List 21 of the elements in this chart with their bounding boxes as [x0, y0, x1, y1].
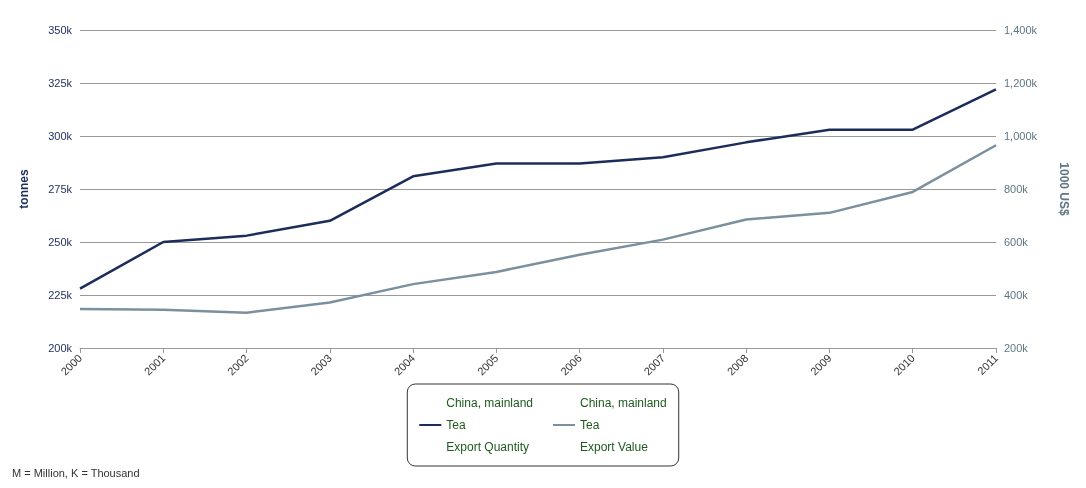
y-tick-label: 325k [48, 77, 73, 89]
y2-tick-label: 800k [1004, 183, 1029, 195]
y2-tick-label: 1,000k [1004, 130, 1038, 142]
y-axis-title: tonnes [17, 169, 31, 209]
y-tick-label: 200k [48, 342, 73, 354]
y2-axis-title: 1000 US$ [1057, 162, 1071, 217]
y-tick-label: 350k [48, 24, 73, 36]
y2-tick-label: 400k [1004, 289, 1029, 301]
line-series [78, 144, 998, 315]
text: M = Million, K = Thousand [12, 466, 140, 479]
y2-tick-label: 200k [1004, 342, 1029, 354]
y2-tick-label: 1,200k [1004, 77, 1038, 89]
y-tick-label: 275k [48, 183, 73, 195]
y-tick-label: 300k [48, 130, 73, 142]
y2-tick-label: 600k [1004, 236, 1029, 248]
y2-tick-label: 1,400k [1004, 24, 1038, 36]
y-tick-label: 250k [48, 236, 73, 248]
legend-label: China, mainland Tea Export Value [580, 396, 667, 454]
line-series [78, 88, 998, 290]
legend-label: China, mainland Tea Export Quantity [446, 396, 533, 454]
y-tick-label: 225k [48, 289, 73, 301]
